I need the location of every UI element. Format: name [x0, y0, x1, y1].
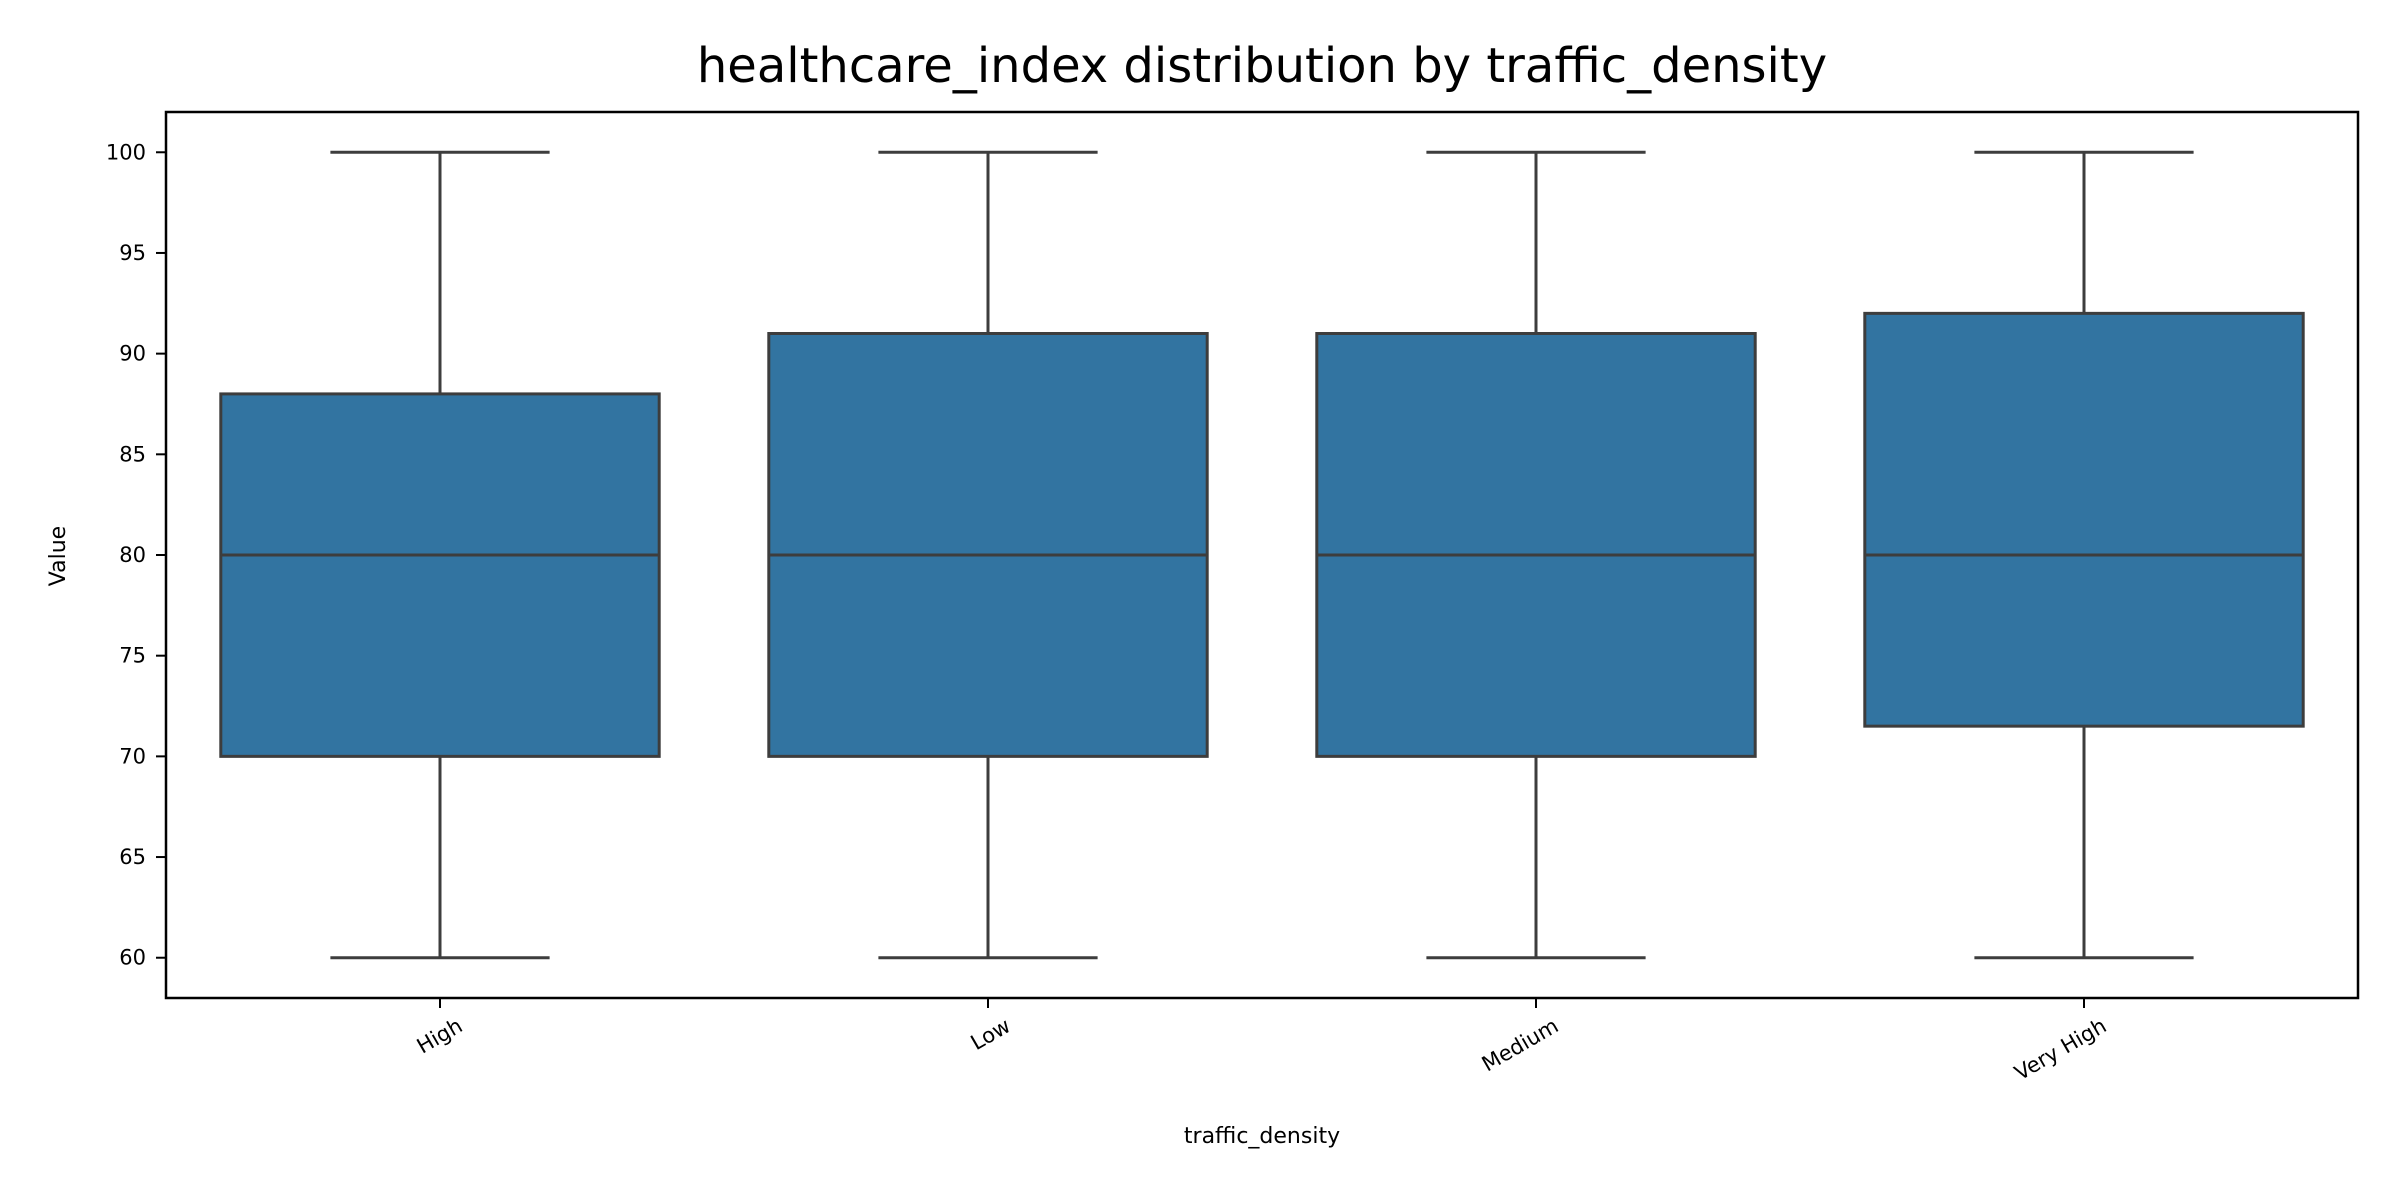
y-tick-label: 95: [119, 241, 146, 265]
y-tick-label: 90: [119, 342, 146, 366]
y-tick-label: 80: [119, 543, 146, 567]
box-group-low: [767, 150, 1209, 960]
y-tick-label: 100: [106, 140, 146, 164]
boxes-layer: [219, 150, 2305, 960]
iqr-box: [1863, 311, 2305, 728]
box-group-high: [219, 150, 661, 960]
y-tick-label: 60: [119, 946, 146, 970]
y-tick-label: 75: [119, 644, 146, 668]
box-group-medium: [1315, 150, 1757, 960]
iqr-box: [219, 392, 661, 758]
y-tick-label: 65: [119, 845, 146, 869]
x-axis-label: traffic_density: [1184, 1124, 1340, 1149]
plot-area-frame: [164, 110, 2360, 1000]
y-axis-label: Value: [46, 526, 71, 586]
iqr-box: [767, 332, 1209, 758]
iqr-box: [1315, 332, 1757, 758]
box-group-very-high: [1863, 150, 2305, 960]
y-tick-label: 70: [119, 744, 146, 768]
y-tick-label: 85: [119, 442, 146, 466]
chart-title: healthcare_index distribution by traffic…: [697, 38, 1827, 94]
